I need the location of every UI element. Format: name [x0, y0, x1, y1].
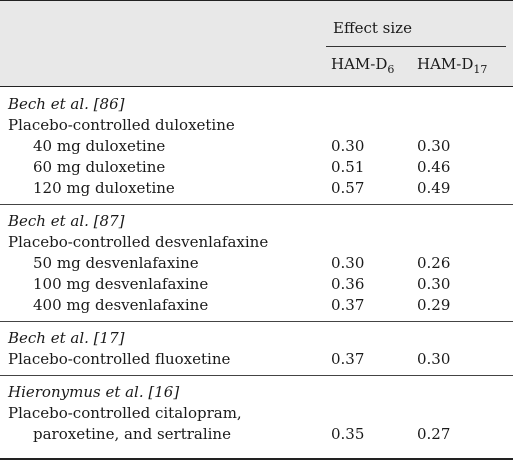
ham-d17-value: 0.46 — [417, 158, 451, 176]
ham-d17-value: 0.27 — [417, 425, 451, 443]
ham-d17-subscript: 17 — [473, 63, 488, 76]
group-row: Placebo-controlled desvenlafaxine — [0, 232, 513, 253]
ham-d17-value: 0.30 — [417, 350, 451, 368]
row-label: 100 mg desvenlafaxine — [33, 275, 209, 293]
citation: Bech et al. [17] — [8, 329, 125, 347]
group-row: Placebo-controlled duloxetine — [0, 115, 513, 136]
ham-d6-value: 0.36 — [331, 275, 365, 293]
citation-row: Bech et al. [87] — [0, 211, 513, 232]
table-row: 60 mg duloxetine 0.51 0.46 — [0, 157, 513, 178]
ham-d6-value: 0.30 — [331, 254, 365, 272]
ham-d6-main: HAM-D — [331, 55, 388, 73]
group-row: Placebo-controlled citalopram, — [0, 403, 513, 424]
header-divider — [0, 86, 513, 87]
ham-d6-value: 0.35 — [331, 425, 365, 443]
row-label: 400 mg desvenlafaxine — [33, 296, 209, 314]
row-label: 60 mg duloxetine — [33, 158, 166, 176]
table-bottom-rule — [0, 458, 513, 460]
ham-d6-value: 0.57 — [331, 179, 365, 197]
ham-d17-main: HAM-D — [417, 55, 474, 73]
ham-d17-value: 0.29 — [417, 296, 451, 314]
ham-d17-value: 0.30 — [417, 275, 451, 293]
table-row: 40 mg duloxetine 0.30 0.30 — [0, 136, 513, 157]
group-label: Placebo-controlled desvenlafaxine — [8, 233, 269, 251]
ham-d6-subscript: 6 — [387, 63, 395, 76]
effect-size-underline — [326, 46, 506, 47]
table-row: paroxetine, and sertraline 0.35 0.27 — [0, 424, 513, 445]
column-header-ham-d6: HAM-D6 — [331, 55, 395, 76]
ham-d6-value: 0.51 — [331, 158, 365, 176]
ham-d17-value: 0.49 — [417, 179, 451, 197]
section-divider — [0, 204, 513, 205]
section-divider — [0, 375, 513, 376]
ham-d6-value: 0.30 — [331, 137, 365, 155]
group-label: Placebo-controlled citalopram, — [8, 404, 242, 422]
table-row: 400 mg desvenlafaxine 0.37 0.29 — [0, 295, 513, 316]
table-row: Placebo-controlled fluoxetine 0.37 0.30 — [0, 349, 513, 370]
table-row: 50 mg desvenlafaxine 0.30 0.26 — [0, 253, 513, 274]
citation: Bech et al. [86] — [8, 95, 125, 113]
citation-row: Bech et al. [86] — [0, 94, 513, 115]
group-label: Placebo-controlled duloxetine — [8, 116, 235, 134]
row-label: 120 mg duloxetine — [33, 179, 175, 197]
citation-row: Bech et al. [17] — [0, 328, 513, 349]
column-header-ham-d17: HAM-D17 — [417, 55, 488, 76]
citation: Bech et al. [87] — [8, 212, 125, 230]
table-row: 120 mg duloxetine 0.57 0.49 — [0, 178, 513, 199]
table-row: 100 mg desvenlafaxine 0.36 0.30 — [0, 274, 513, 295]
citation: Hieronymus et al. [16] — [8, 383, 180, 401]
row-label: 50 mg desvenlafaxine — [33, 254, 199, 272]
group-label: Placebo-controlled fluoxetine — [8, 350, 231, 368]
ham-d17-value: 0.26 — [417, 254, 451, 272]
ham-d6-value: 0.37 — [331, 350, 365, 368]
ham-d17-value: 0.30 — [417, 137, 451, 155]
effect-size-heading: Effect size — [333, 19, 412, 37]
row-label: paroxetine, and sertraline — [33, 425, 231, 443]
ham-d6-value: 0.37 — [331, 296, 365, 314]
row-label: 40 mg duloxetine — [33, 137, 166, 155]
section-divider — [0, 321, 513, 322]
citation-row: Hieronymus et al. [16] — [0, 382, 513, 403]
table-header: Effect size HAM-D6 HAM-D17 — [0, 0, 513, 87]
